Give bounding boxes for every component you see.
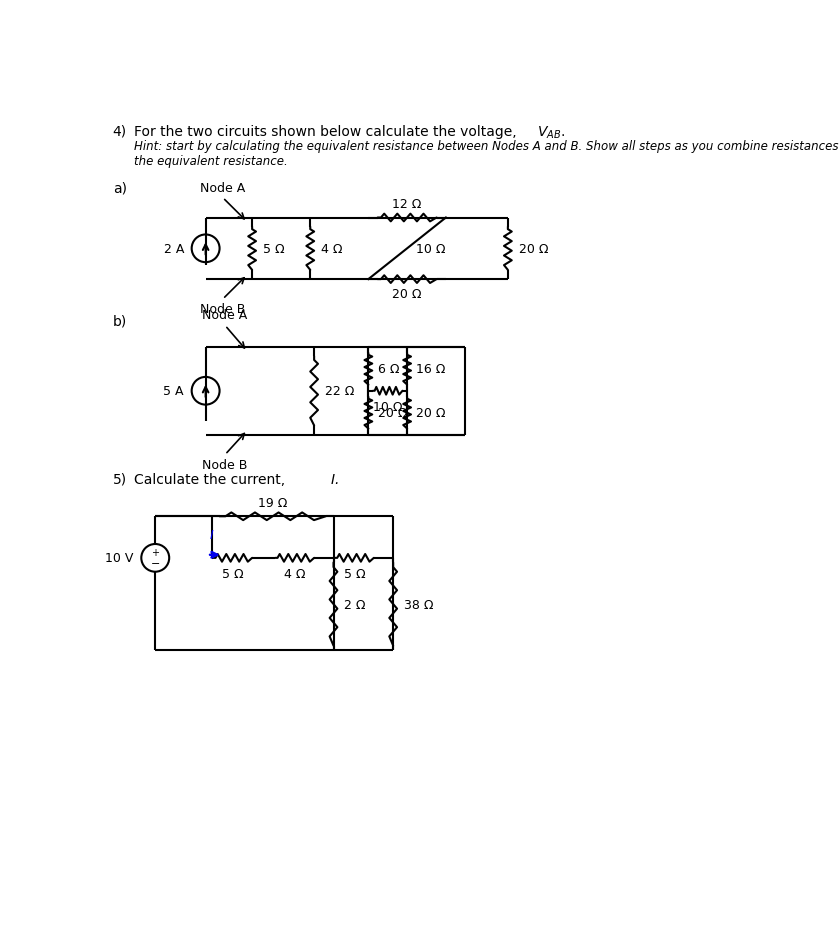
- Text: 5 Ω: 5 Ω: [263, 242, 284, 255]
- Text: For the two circuits shown below calculate the voltage,: For the two circuits shown below calcula…: [134, 124, 521, 138]
- Text: a): a): [112, 181, 127, 195]
- Text: 20 Ω: 20 Ω: [416, 406, 446, 419]
- Text: 22 Ω: 22 Ω: [325, 385, 354, 398]
- Text: 2 A: 2 A: [164, 242, 184, 255]
- Text: −: −: [150, 559, 160, 569]
- Text: Calculate the current,: Calculate the current,: [134, 472, 289, 486]
- Text: 5 A: 5 A: [164, 385, 184, 398]
- Text: Node B: Node B: [200, 303, 245, 316]
- Text: $I$.: $I$.: [330, 472, 338, 486]
- Text: Node A: Node A: [202, 309, 248, 322]
- Text: +: +: [151, 547, 159, 557]
- Text: 10 Ω: 10 Ω: [416, 242, 446, 255]
- Text: 16 Ω: 16 Ω: [416, 363, 446, 376]
- Text: 20 Ω: 20 Ω: [519, 242, 548, 255]
- Text: b): b): [112, 315, 127, 329]
- Text: 5 Ω: 5 Ω: [344, 568, 365, 581]
- Text: 4 Ω: 4 Ω: [321, 242, 342, 255]
- Text: $I$: $I$: [209, 528, 215, 541]
- Text: $V_{AB}$.: $V_{AB}$.: [537, 124, 565, 141]
- Text: 10 V: 10 V: [105, 552, 133, 565]
- Text: 5 Ω: 5 Ω: [222, 568, 243, 581]
- Text: Node B: Node B: [202, 458, 248, 471]
- Text: 38 Ω: 38 Ω: [404, 598, 434, 611]
- Text: 6 Ω: 6 Ω: [378, 363, 399, 376]
- Text: 2 Ω: 2 Ω: [344, 598, 366, 611]
- Text: 19 Ω: 19 Ω: [258, 496, 287, 509]
- Text: 20 Ω: 20 Ω: [393, 288, 422, 301]
- Text: 5): 5): [112, 472, 127, 486]
- Text: 4 Ω: 4 Ω: [284, 568, 305, 581]
- Text: 10 Ω: 10 Ω: [373, 401, 403, 414]
- Text: 12 Ω: 12 Ω: [393, 198, 422, 211]
- Text: Hint: start by calculating the equivalent resistance between Nodes A and B. Show: Hint: start by calculating the equivalen…: [134, 140, 839, 168]
- Text: 4): 4): [112, 124, 127, 138]
- Text: Node A: Node A: [200, 182, 245, 195]
- Text: 20 Ω: 20 Ω: [378, 406, 407, 419]
